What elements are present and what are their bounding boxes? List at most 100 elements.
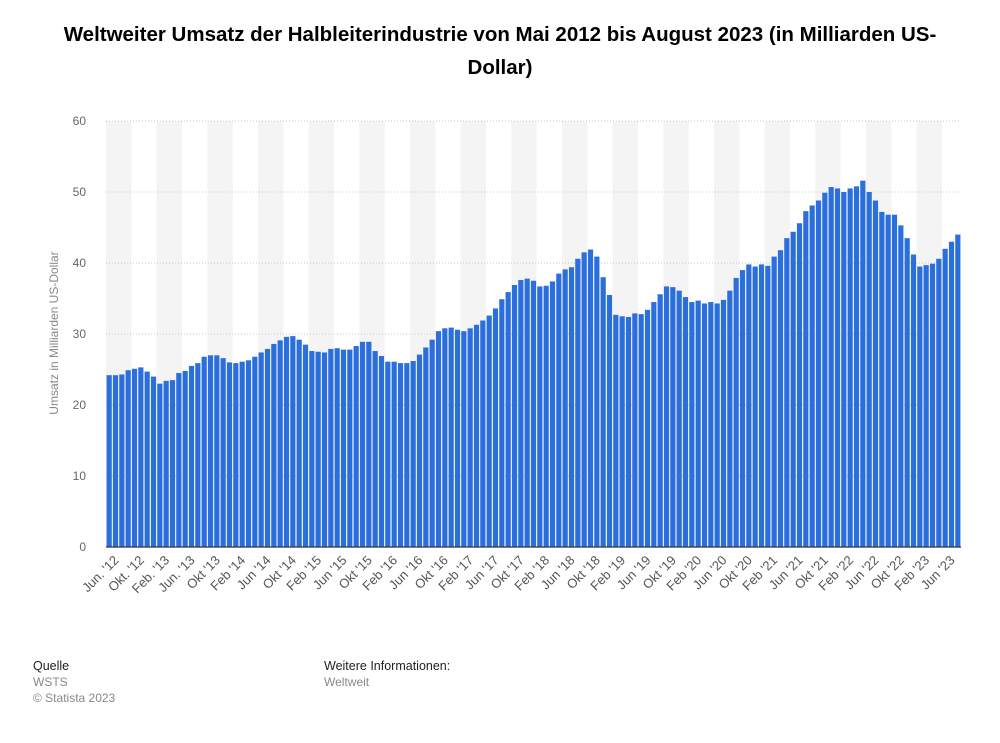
bar[interactable] [720,299,727,547]
bar[interactable] [752,266,758,547]
bar[interactable] [366,341,372,547]
bar[interactable] [771,256,777,547]
bar[interactable] [708,302,714,547]
bar[interactable] [296,339,302,547]
bar[interactable] [917,266,923,547]
bar[interactable] [790,231,796,547]
bar[interactable] [809,205,815,548]
bar[interactable] [309,351,315,547]
bar[interactable] [245,360,252,547]
bar[interactable] [777,250,784,547]
bar[interactable] [302,344,309,547]
bar[interactable] [125,370,131,547]
bar[interactable] [885,214,891,547]
bar[interactable] [758,264,765,547]
bar[interactable] [803,211,809,548]
bar[interactable] [372,351,378,547]
bar[interactable] [423,347,429,547]
bar[interactable] [853,186,860,547]
bar[interactable] [385,361,391,547]
bar[interactable] [467,328,473,547]
bar[interactable] [106,375,112,547]
bar[interactable] [784,238,790,547]
bar[interactable] [271,343,277,547]
bar[interactable] [714,303,720,547]
bar[interactable] [923,265,929,547]
bar[interactable] [214,355,220,547]
bar[interactable] [119,374,125,547]
bar[interactable] [321,352,328,547]
bar[interactable] [340,349,347,547]
bar[interactable] [315,351,321,547]
bar[interactable] [157,383,163,547]
bar[interactable] [138,367,144,547]
bar[interactable] [112,375,119,547]
bar[interactable] [448,327,454,547]
bar[interactable] [796,223,803,548]
bar[interactable] [929,263,936,547]
bar[interactable] [841,192,847,547]
bar[interactable] [676,290,682,547]
bar[interactable] [461,331,467,547]
bar[interactable] [144,371,150,547]
bar[interactable] [625,316,632,547]
bar[interactable] [733,277,739,547]
bar[interactable] [328,348,334,547]
bar[interactable] [581,252,587,547]
bar[interactable] [904,238,910,547]
bar[interactable] [404,363,410,547]
bar[interactable] [207,355,214,547]
bar[interactable] [955,234,961,547]
bar[interactable] [815,200,822,547]
bar[interactable] [682,297,689,547]
bar[interactable] [898,225,904,547]
bar[interactable] [283,336,290,547]
bar[interactable] [239,361,245,547]
bar[interactable] [727,290,733,547]
bar[interactable] [746,264,752,547]
bar[interactable] [435,331,442,547]
bar[interactable] [644,309,651,547]
bar[interactable] [176,373,182,547]
bar[interactable] [182,370,188,547]
bar[interactable] [150,376,157,547]
bar[interactable] [220,358,226,547]
bar[interactable] [169,380,176,547]
bar[interactable] [359,341,366,547]
bar[interactable] [397,363,404,547]
bar[interactable] [619,316,625,547]
bar[interactable] [600,277,606,547]
bar[interactable] [689,302,695,547]
bar[interactable] [226,362,233,547]
bar[interactable] [537,286,543,547]
bar[interactable] [518,280,524,547]
bar[interactable] [872,200,879,547]
bar[interactable] [556,273,562,547]
bar[interactable] [486,315,492,547]
bar[interactable] [866,192,872,547]
bar[interactable] [879,211,885,547]
bar[interactable] [480,320,486,547]
bar[interactable] [334,348,340,547]
bar[interactable] [587,249,594,547]
bar[interactable] [860,180,866,547]
bar[interactable] [201,356,207,547]
bar[interactable] [233,363,239,547]
bar[interactable] [442,328,448,547]
bar[interactable] [670,287,676,547]
bar[interactable] [473,324,480,547]
bar[interactable] [195,363,201,547]
bar[interactable] [657,294,663,547]
bar[interactable] [277,340,283,547]
bar[interactable] [492,308,499,547]
bar[interactable] [575,258,581,547]
bar[interactable] [391,361,397,547]
bar[interactable] [568,267,575,547]
bar[interactable] [942,248,948,548]
bar[interactable] [562,269,568,547]
bar[interactable] [188,365,195,547]
bar[interactable] [530,280,537,547]
bar[interactable] [834,188,841,547]
bar[interactable] [131,368,138,547]
bar[interactable] [499,299,505,547]
